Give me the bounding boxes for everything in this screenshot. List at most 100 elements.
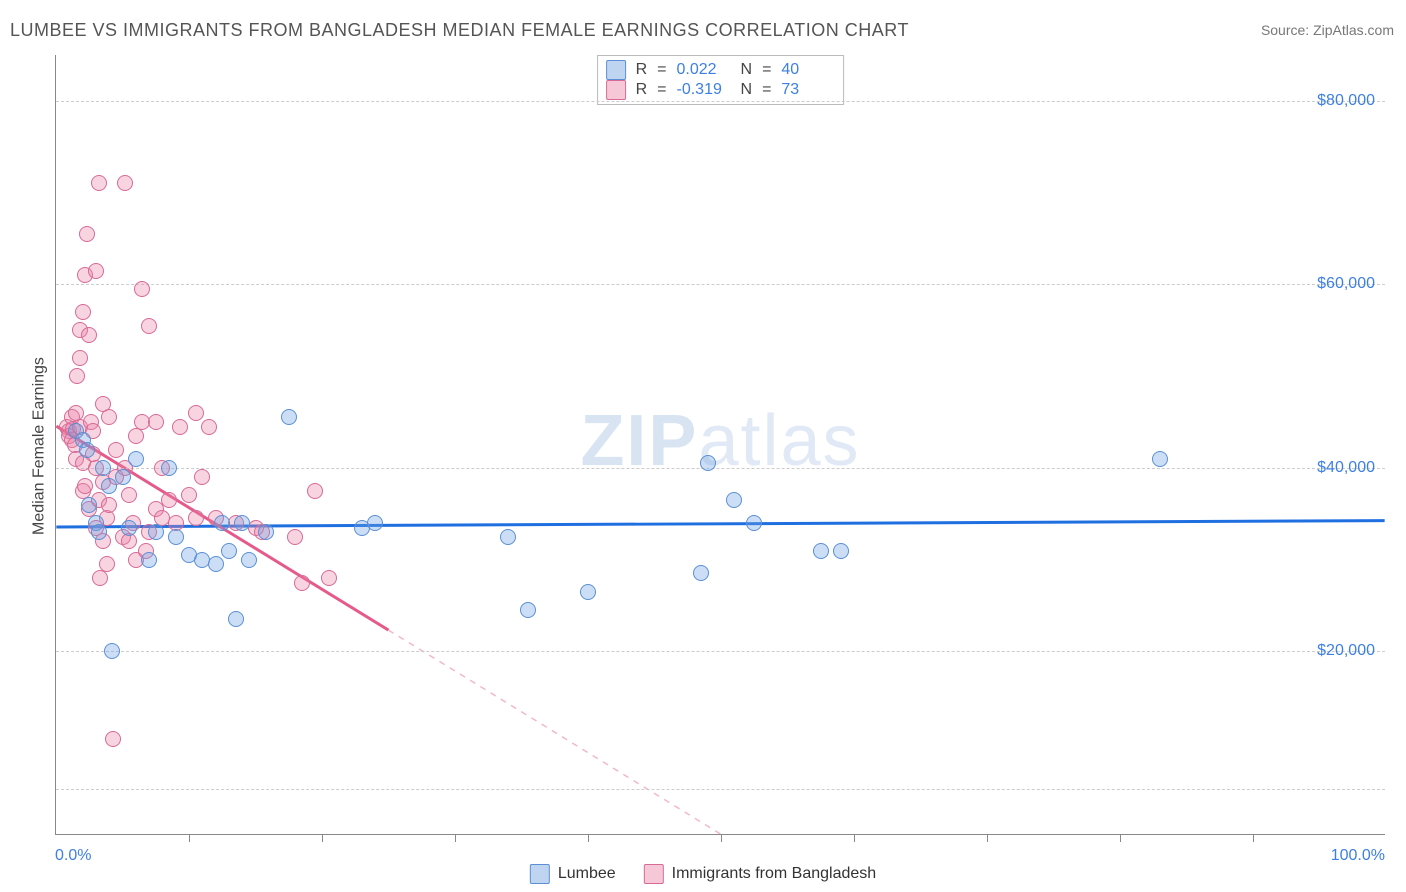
scatter-point-a [115, 469, 131, 485]
scatter-point-b [117, 175, 133, 191]
scatter-point-b [108, 442, 124, 458]
scatter-point-b [294, 575, 310, 591]
scatter-point-b [121, 487, 137, 503]
legend-item-a: Lumbee [530, 864, 616, 884]
swatch-series-b-icon [606, 80, 626, 100]
scatter-point-a [726, 492, 742, 508]
scatter-point-a [234, 515, 250, 531]
scatter-point-a [700, 455, 716, 471]
scatter-point-b [69, 368, 85, 384]
y-tick-label: $40,000 [1317, 459, 1375, 477]
scatter-point-a [148, 524, 164, 540]
stat-r-label: R [636, 81, 648, 99]
stats-row-b: R = -0.319 N = 73 [606, 80, 836, 100]
watermark: ZIPatlas [580, 399, 860, 481]
scatter-point-b [79, 226, 95, 242]
x-tick [854, 834, 855, 842]
scatter-point-b [77, 478, 93, 494]
scatter-point-b [181, 487, 197, 503]
scatter-point-a [281, 409, 297, 425]
scatter-point-a [79, 442, 95, 458]
scatter-point-b [148, 414, 164, 430]
x-tick [1120, 834, 1121, 842]
scatter-point-a [121, 520, 137, 536]
scatter-point-a [833, 543, 849, 559]
scatter-point-a [161, 460, 177, 476]
legend-item-b: Immigrants from Bangladesh [644, 864, 877, 884]
stat-n-label: N [741, 61, 753, 79]
scatter-point-b [121, 533, 137, 549]
scatter-point-b [92, 570, 108, 586]
scatter-point-b [75, 304, 91, 320]
scatter-point-a [208, 556, 224, 572]
stat-eq: = [762, 61, 771, 79]
scatter-point-b [88, 263, 104, 279]
x-axis-min-label: 0.0% [55, 847, 91, 865]
scatter-point-a [95, 460, 111, 476]
x-tick [455, 834, 456, 842]
stat-r-label: R [636, 61, 648, 79]
stats-box: R = 0.022 N = 40 R = -0.319 N = 73 [597, 55, 845, 105]
swatch-series-a-icon [606, 60, 626, 80]
gridline-h [56, 101, 1385, 102]
scatter-point-b [72, 350, 88, 366]
stat-eq: = [657, 61, 666, 79]
scatter-point-b [91, 175, 107, 191]
scatter-point-a [104, 643, 120, 659]
scatter-point-a [91, 524, 107, 540]
gridline-h [56, 789, 1385, 790]
trend-line [388, 630, 720, 834]
y-tick-label: $60,000 [1317, 275, 1375, 293]
scatter-point-b [141, 318, 157, 334]
x-axis-max-label: 100.0% [1331, 847, 1385, 865]
gridline-h [56, 651, 1385, 652]
stats-row-a: R = 0.022 N = 40 [606, 60, 836, 80]
scatter-point-b [287, 529, 303, 545]
scatter-point-b [105, 731, 121, 747]
scatter-point-b [188, 405, 204, 421]
scatter-point-b [161, 492, 177, 508]
trend-lines [56, 55, 1385, 834]
scatter-point-a [367, 515, 383, 531]
scatter-point-a [813, 543, 829, 559]
stat-n-b: 73 [781, 81, 835, 99]
x-tick [1253, 834, 1254, 842]
scatter-point-a [168, 529, 184, 545]
x-tick [588, 834, 589, 842]
scatter-point-a [580, 584, 596, 600]
gridline-h [56, 284, 1385, 285]
scatter-point-a [258, 524, 274, 540]
y-tick-label: $20,000 [1317, 642, 1375, 660]
source-label: Source: ZipAtlas.com [1261, 22, 1394, 38]
legend-swatch-b-icon [644, 864, 664, 884]
gridline-h [56, 468, 1385, 469]
scatter-point-a [693, 565, 709, 581]
scatter-point-b [321, 570, 337, 586]
scatter-point-b [101, 497, 117, 513]
scatter-point-b [81, 327, 97, 343]
y-axis-title: Median Female Earnings [31, 357, 49, 535]
plot-area: ZIPatlas R = 0.022 N = 40 R = -0.319 N =… [55, 55, 1385, 835]
legend-swatch-a-icon [530, 864, 550, 884]
scatter-point-b [201, 419, 217, 435]
x-tick [322, 834, 323, 842]
scatter-point-a [228, 611, 244, 627]
bottom-legend: Lumbee Immigrants from Bangladesh [530, 864, 876, 884]
stat-n-a: 40 [781, 61, 835, 79]
scatter-point-b [99, 556, 115, 572]
scatter-point-b [307, 483, 323, 499]
scatter-point-b [101, 409, 117, 425]
scatter-point-a [746, 515, 762, 531]
scatter-point-b [194, 469, 210, 485]
stat-eq: = [762, 81, 771, 99]
y-tick-label: $80,000 [1317, 92, 1375, 110]
chart-title: LUMBEE VS IMMIGRANTS FROM BANGLADESH MED… [10, 20, 909, 41]
scatter-point-b [128, 428, 144, 444]
scatter-point-b [188, 510, 204, 526]
x-tick [721, 834, 722, 842]
scatter-point-b [134, 281, 150, 297]
scatter-point-a [1152, 451, 1168, 467]
scatter-point-b [172, 419, 188, 435]
scatter-point-a [81, 497, 97, 513]
stat-eq: = [657, 81, 666, 99]
